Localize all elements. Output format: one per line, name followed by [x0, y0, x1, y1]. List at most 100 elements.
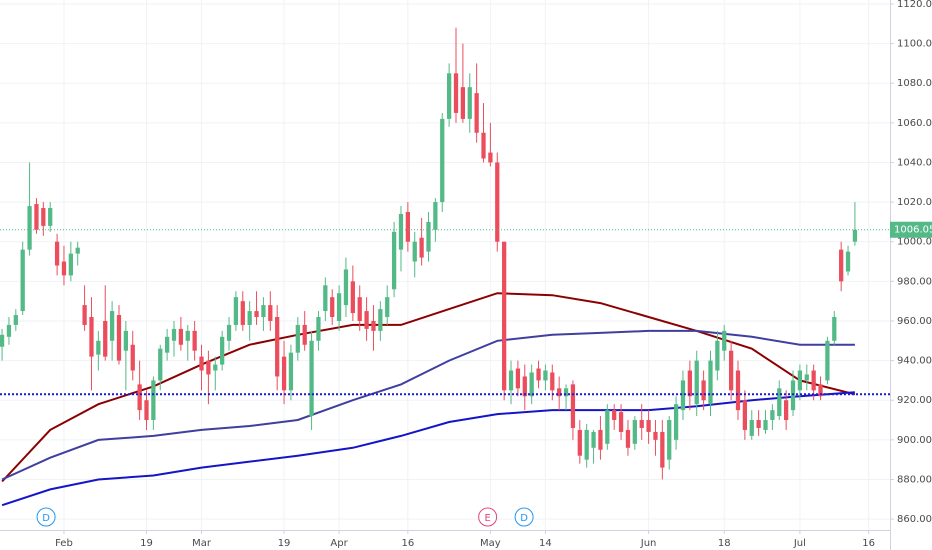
candle-body: [804, 374, 809, 381]
candle-body: [646, 420, 651, 432]
candle-body: [199, 356, 204, 371]
candle-body: [481, 132, 486, 159]
candle-body: [495, 162, 500, 242]
candle-body: [316, 317, 321, 341]
candle-body: [756, 420, 761, 428]
candle-body: [151, 380, 156, 421]
candle-body: [735, 370, 741, 411]
candle-body: [570, 384, 576, 428]
candle-body: [453, 73, 459, 113]
candle-body: [96, 340, 101, 355]
y-tick-label: 1020.00: [897, 197, 932, 208]
candle-body: [123, 330, 128, 351]
candle-body: [474, 93, 479, 133]
candle-body: [845, 251, 851, 272]
candle-body: [784, 400, 789, 421]
y-tick-label: 860.00: [897, 514, 932, 525]
candle-body: [667, 420, 672, 460]
x-tick-label: Apr: [330, 538, 348, 549]
event-label: D: [42, 513, 50, 524]
candle-body: [825, 340, 830, 381]
candle-body: [770, 410, 775, 421]
x-tick-label: 19: [140, 538, 153, 549]
candle-body: [488, 152, 493, 163]
moving-average: [1, 292, 856, 483]
candle-body: [398, 213, 404, 250]
candle-body: [563, 388, 569, 397]
candle-body: [89, 317, 94, 357]
candle-body: [226, 324, 232, 341]
candle-body: [82, 305, 87, 325]
candle-body: [41, 208, 46, 226]
candle-body: [171, 328, 177, 341]
candle-body: [302, 324, 307, 345]
candle-body: [832, 317, 837, 341]
candle-body: [192, 330, 197, 351]
candle-body: [330, 297, 335, 318]
candle-body: [412, 241, 417, 262]
y-tick-label: 920.00: [897, 395, 932, 406]
axes: 860.00 880.00 900.00 920.00 940.00 960.00 980.…: [55, 0, 932, 549]
event-label: D: [520, 513, 528, 524]
y-tick-label: 1060.00: [897, 118, 932, 129]
candle-body: [144, 400, 149, 421]
candle-body: [460, 87, 466, 119]
candle-body: [701, 380, 706, 401]
candle-body: [722, 330, 727, 351]
candle-body: [749, 420, 754, 436]
candle-body: [612, 410, 617, 421]
candle-body: [378, 309, 383, 331]
candle-body: [20, 249, 25, 312]
candle-body: [811, 370, 816, 391]
y-tick-label: 940.00: [897, 356, 932, 367]
candle-body: [68, 253, 73, 276]
candle-body: [137, 384, 142, 411]
candle-body: [446, 73, 452, 119]
candle-body: [625, 429, 631, 448]
candle-body: [165, 336, 170, 353]
candle-body: [728, 350, 734, 391]
candle-body: [618, 412, 624, 432]
candle-body: [515, 368, 521, 389]
candle-body: [0, 334, 5, 347]
candle-body: [34, 204, 39, 230]
event-label: E: [484, 513, 490, 524]
candle-body: [109, 311, 115, 341]
candle-body: [275, 317, 280, 377]
candle-body: [27, 206, 32, 250]
candle-body: [639, 420, 644, 428]
candle-body: [295, 324, 300, 353]
candle-body: [632, 420, 637, 444]
candle-body: [391, 231, 397, 290]
last-price-box: [890, 221, 932, 238]
candle-body: [426, 221, 431, 252]
candle-body: [419, 237, 424, 258]
candle-body: [852, 229, 858, 242]
candle-body: [75, 247, 80, 254]
candle-body: [584, 429, 589, 460]
candle-body: [116, 315, 122, 361]
candle-body: [433, 202, 438, 230]
candle-body: [103, 320, 108, 357]
candle-body: [61, 261, 67, 276]
candle-body: [777, 388, 782, 417]
candle-body: [323, 285, 328, 312]
candle-body: [522, 376, 527, 397]
candle-body: [839, 249, 844, 282]
candle-body: [543, 370, 548, 381]
candle-body: [178, 328, 184, 345]
candle-body: [350, 281, 355, 314]
candle-body: [687, 370, 692, 397]
event-marker: [478, 507, 498, 527]
candle-body: [206, 360, 211, 375]
candle-body: [653, 431, 658, 440]
x-tick-label: 16: [401, 538, 414, 549]
candle-body: [577, 429, 582, 456]
candle-body: [591, 431, 596, 448]
x-tick-label: 18: [718, 538, 731, 549]
candle-body: [54, 241, 60, 266]
x-tick-label: May: [480, 538, 501, 549]
candle-body: [213, 364, 218, 371]
candle-body: [536, 368, 541, 381]
